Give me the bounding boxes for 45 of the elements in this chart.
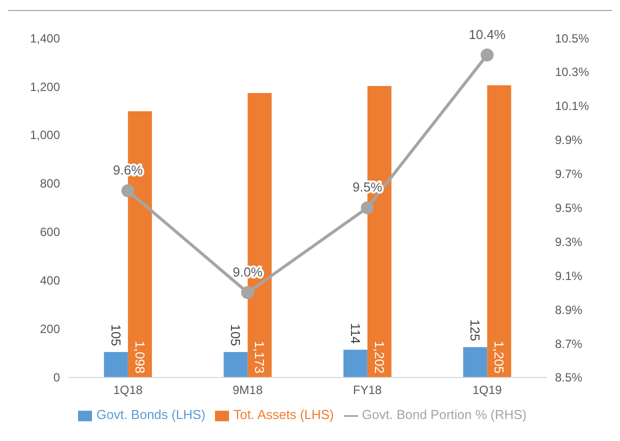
bar	[487, 85, 512, 378]
data-label: 9.6%	[113, 162, 144, 178]
data-label: 1,173	[252, 340, 268, 374]
y-tick-label: 600	[40, 225, 60, 240]
legend-label: Tot. Assets (LHS)	[233, 407, 334, 422]
point	[241, 286, 254, 300]
x-tick-label: 1Q18	[113, 382, 143, 397]
bar	[224, 352, 248, 378]
y2-tick-label: 8.5%	[555, 370, 583, 385]
data-label: 105	[228, 324, 244, 346]
data-label: 10.4%	[468, 26, 506, 42]
y2-tick-label: 9.1%	[555, 268, 583, 283]
data-label: 114	[348, 323, 363, 344]
y-tick-label: 200	[40, 322, 60, 336]
y2-tick-label: 10.1%	[555, 99, 590, 114]
y2-tick-label: 9.3%	[555, 234, 583, 249]
data-label: 1,205	[492, 340, 507, 374]
y-tick-label: 400	[40, 274, 60, 288]
legend-label: Govt. Bond Portion % (RHS)	[362, 407, 527, 422]
point	[121, 184, 134, 198]
data-label: 125	[468, 319, 483, 342]
y-tick-label: 1,400	[30, 31, 60, 46]
y-tick-label: 1,200	[30, 80, 60, 94]
bar	[463, 347, 488, 378]
y2-tick-label: 8.9%	[555, 302, 583, 317]
data-label: 1,202	[372, 340, 387, 374]
y2-tick-label: 9.9%	[555, 133, 583, 148]
bar	[104, 352, 128, 378]
y2-tick-label: 10.3%	[555, 65, 590, 80]
bar	[343, 350, 368, 378]
y2-tick-label: 10.5%	[555, 31, 590, 46]
data-label: 1,098	[132, 340, 148, 374]
y-tick-label: 0	[53, 370, 60, 385]
y2-tick-label: 9.5%	[555, 200, 583, 215]
x-tick-label: 1Q19	[472, 382, 502, 397]
x-tick-label: 9M18	[232, 382, 263, 397]
y-tick-label: 800	[40, 176, 60, 191]
data-label: 105	[108, 324, 124, 346]
y2-tick-label: 9.7%	[555, 167, 583, 182]
legend-label: Govt. Bonds (LHS)	[96, 407, 206, 422]
y-tick-label: 1,000	[30, 128, 60, 142]
x-tick-label: FY18	[353, 382, 382, 397]
point	[480, 48, 494, 62]
point	[360, 201, 374, 214]
y2-tick-label: 8.7%	[555, 336, 583, 351]
